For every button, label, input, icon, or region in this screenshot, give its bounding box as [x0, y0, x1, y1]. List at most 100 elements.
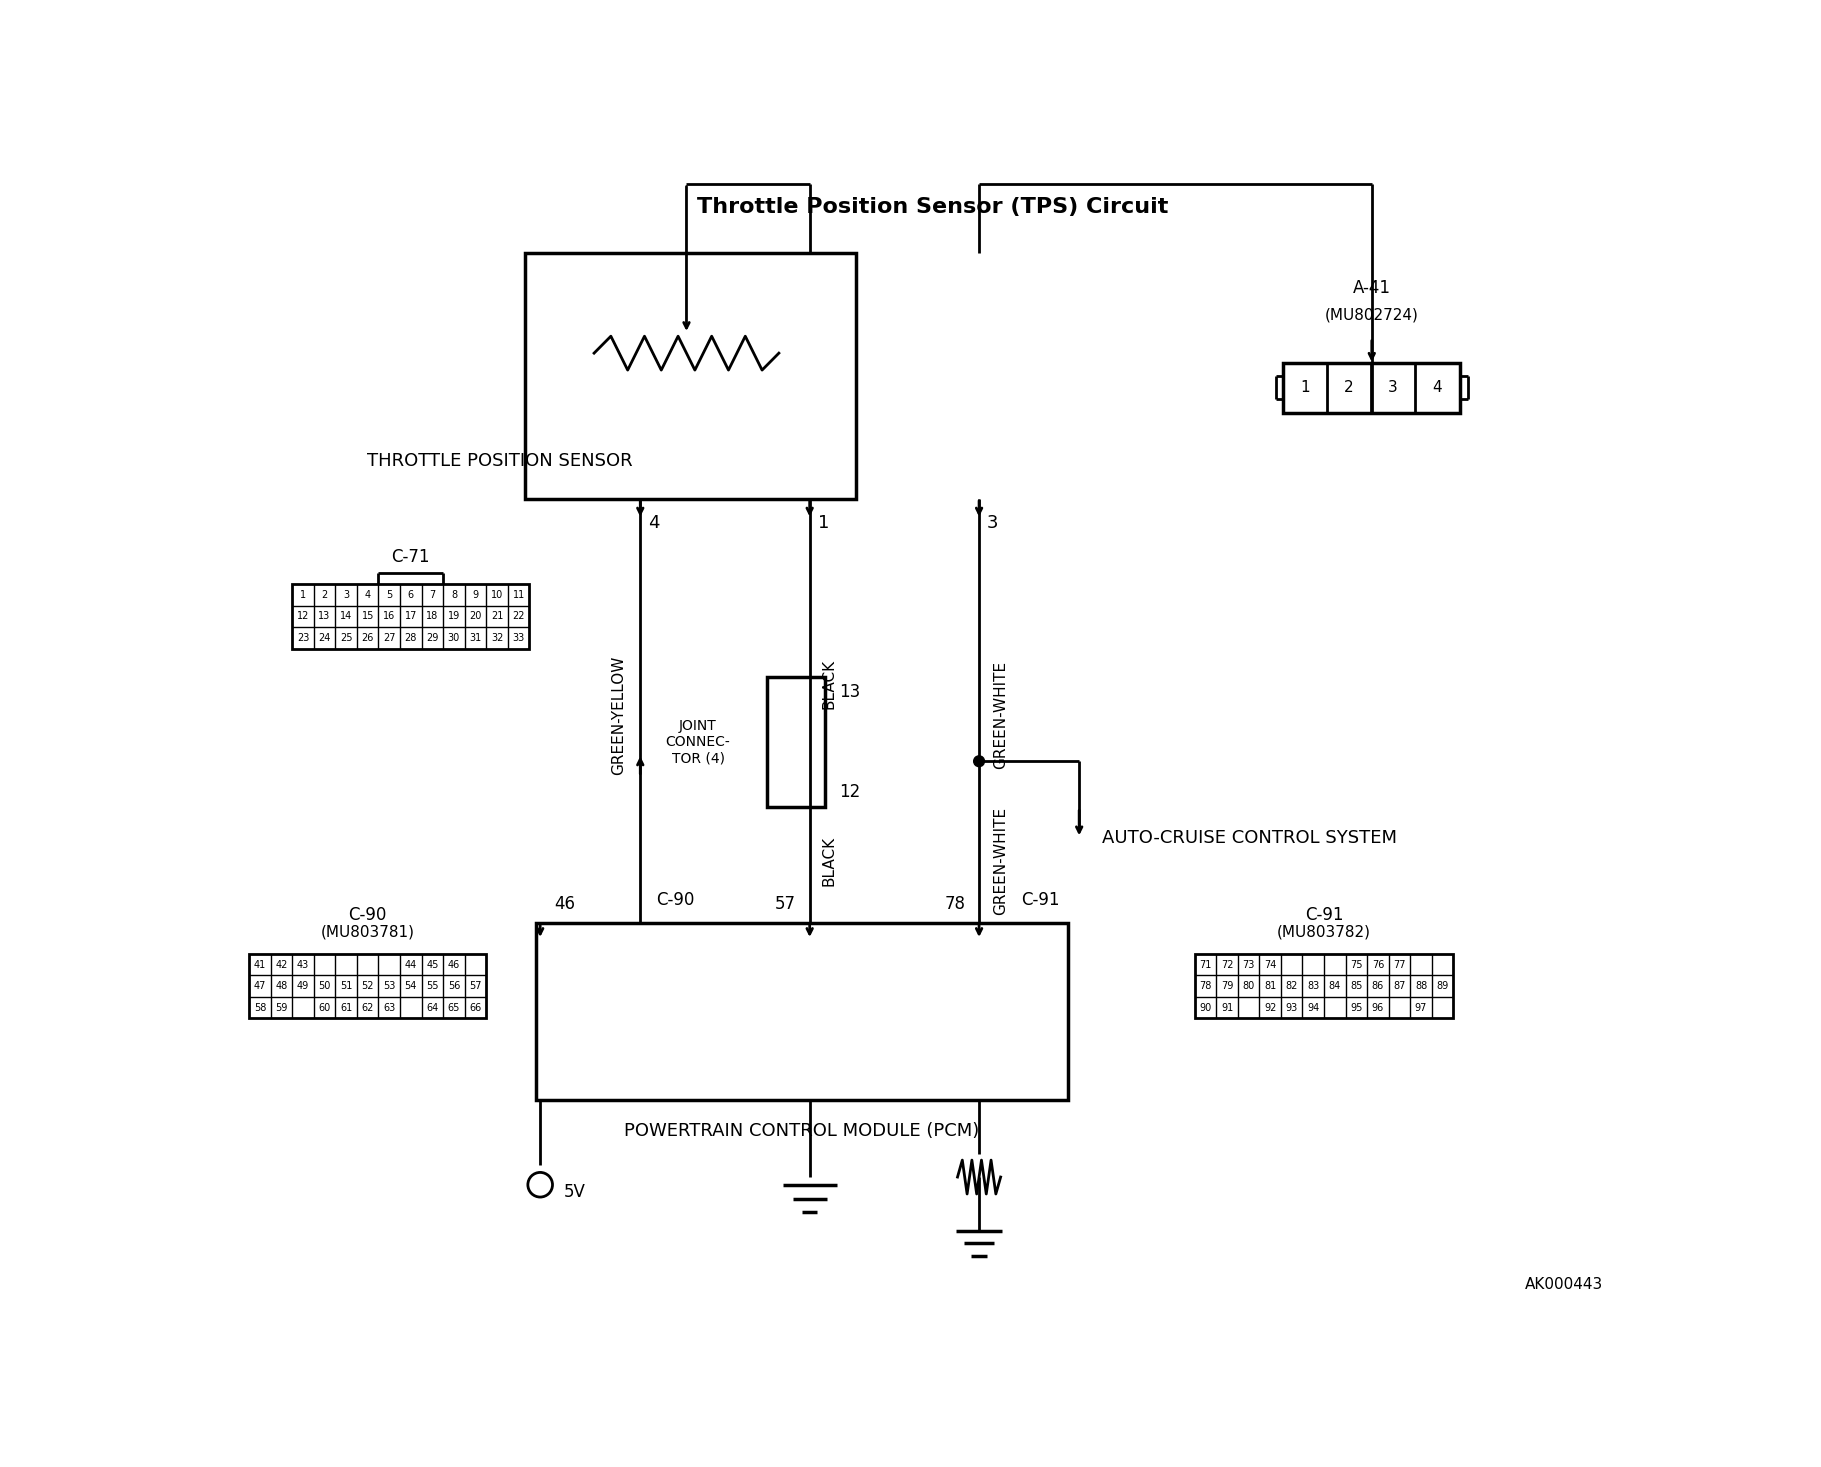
Text: 32: 32 [492, 634, 503, 643]
Text: 78: 78 [945, 895, 965, 912]
Text: 64: 64 [426, 1002, 439, 1012]
Text: 46: 46 [554, 895, 575, 912]
Text: 19: 19 [448, 612, 461, 622]
Text: 13: 13 [319, 612, 331, 622]
Text: 43: 43 [297, 959, 310, 970]
Text: 94: 94 [1307, 1002, 1320, 1012]
Text: 56: 56 [448, 981, 461, 992]
Text: 17: 17 [404, 612, 417, 622]
Text: 4: 4 [648, 513, 659, 531]
Text: 5V: 5V [563, 1184, 585, 1201]
Text: 96: 96 [1371, 1002, 1384, 1012]
Text: BLACK: BLACK [821, 836, 836, 886]
Text: 76: 76 [1371, 959, 1384, 970]
Text: 20: 20 [470, 612, 483, 622]
Text: 22: 22 [512, 612, 524, 622]
Text: 72: 72 [1220, 959, 1233, 970]
Text: POWERTRAIN CONTROL MODULE (PCM): POWERTRAIN CONTROL MODULE (PCM) [625, 1122, 980, 1140]
Text: 48: 48 [275, 981, 288, 992]
Text: 52: 52 [361, 981, 373, 992]
Text: 11: 11 [512, 590, 524, 600]
Bar [249, 954, 486, 1018]
Text: 12: 12 [839, 783, 860, 801]
Text: 3: 3 [1388, 380, 1399, 395]
Text: 83: 83 [1307, 981, 1320, 992]
Text: 91: 91 [1220, 1002, 1233, 1012]
Text: 73: 73 [1242, 959, 1255, 970]
Text: 93: 93 [1286, 1002, 1298, 1012]
Text: 42: 42 [275, 959, 288, 970]
Text: 53: 53 [382, 981, 395, 992]
Text: 97: 97 [1415, 1002, 1428, 1012]
Text: 55: 55 [426, 981, 439, 992]
Text: 46: 46 [448, 959, 461, 970]
Text: 74: 74 [1264, 959, 1277, 970]
Text: 88: 88 [1415, 981, 1428, 992]
Text: 58: 58 [253, 1002, 266, 1012]
Text: 21: 21 [492, 612, 503, 622]
Bar [767, 676, 825, 807]
Text: 1: 1 [300, 590, 306, 600]
Text: 66: 66 [470, 1002, 481, 1012]
Text: 15: 15 [362, 612, 373, 622]
Text: 12: 12 [297, 612, 310, 622]
Text: 45: 45 [426, 959, 439, 970]
Text: 87: 87 [1393, 981, 1406, 992]
Text: 33: 33 [512, 634, 524, 643]
Text: 62: 62 [362, 1002, 373, 1012]
Text: GREEN-WHITE: GREEN-WHITE [992, 807, 1009, 915]
Text: 29: 29 [426, 634, 439, 643]
Text: 82: 82 [1286, 981, 1298, 992]
Text: 14: 14 [341, 612, 351, 622]
Bar [1195, 954, 1453, 1018]
Text: AK000443: AK000443 [1524, 1278, 1602, 1292]
Text: 57: 57 [470, 981, 483, 992]
Text: 27: 27 [382, 634, 395, 643]
Text: 50: 50 [319, 981, 331, 992]
Text: 16: 16 [382, 612, 395, 622]
Text: Throttle Position Sensor (TPS) Circuit: Throttle Position Sensor (TPS) Circuit [697, 197, 1169, 217]
Text: 18: 18 [426, 612, 439, 622]
Text: 89: 89 [1437, 981, 1450, 992]
Text: 51: 51 [341, 981, 351, 992]
Text: A-41: A-41 [1353, 279, 1391, 296]
Text: 59: 59 [275, 1002, 288, 1012]
Text: 63: 63 [382, 1002, 395, 1012]
Text: 5: 5 [386, 590, 392, 600]
Text: 80: 80 [1242, 981, 1255, 992]
Text: 8: 8 [452, 590, 457, 600]
Text: 6: 6 [408, 590, 413, 600]
Text: 57: 57 [774, 895, 796, 912]
Text: (MU803781): (MU803781) [320, 924, 415, 940]
Bar [1284, 364, 1460, 414]
Text: 10: 10 [492, 590, 503, 600]
Text: 4: 4 [364, 590, 371, 600]
Text: THROTTLE POSITION SENSOR: THROTTLE POSITION SENSOR [366, 452, 632, 469]
Text: 78: 78 [1200, 981, 1211, 992]
Text: 2: 2 [322, 590, 328, 600]
Text: 81: 81 [1264, 981, 1277, 992]
Text: 60: 60 [319, 1002, 331, 1012]
Text: 54: 54 [404, 981, 417, 992]
Text: 92: 92 [1264, 1002, 1277, 1012]
Text: 30: 30 [448, 634, 461, 643]
Text: 86: 86 [1371, 981, 1384, 992]
Text: 25: 25 [341, 634, 353, 643]
Text: 61: 61 [341, 1002, 351, 1012]
Text: (MU802724): (MU802724) [1326, 307, 1419, 323]
Text: 26: 26 [362, 634, 373, 643]
Text: JOINT
CONNEC-
TOR (4): JOINT CONNEC- TOR (4) [666, 719, 730, 766]
Text: 31: 31 [470, 634, 481, 643]
Text: 23: 23 [297, 634, 310, 643]
Text: C-71: C-71 [392, 549, 430, 566]
Text: C-90: C-90 [656, 890, 694, 910]
Text: 85: 85 [1349, 981, 1362, 992]
Text: C-91: C-91 [1306, 907, 1344, 924]
Text: 47: 47 [253, 981, 266, 992]
Text: 2: 2 [1344, 380, 1353, 395]
Bar [291, 584, 530, 648]
Text: 79: 79 [1220, 981, 1233, 992]
Text: 7: 7 [430, 590, 435, 600]
Text: BLACK: BLACK [821, 659, 836, 710]
Text: 90: 90 [1200, 1002, 1211, 1012]
